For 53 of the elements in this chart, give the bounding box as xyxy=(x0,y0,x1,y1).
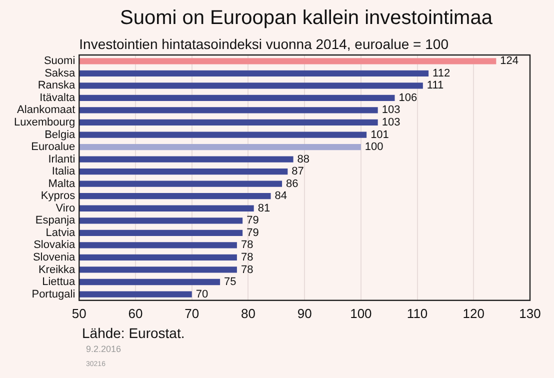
y-tick-label: Ranska xyxy=(38,80,76,92)
data-label: 78 xyxy=(240,239,254,252)
data-label: 87 xyxy=(292,166,304,178)
x-tick-label: 60 xyxy=(128,306,143,321)
text: 9.2.2016 xyxy=(86,344,122,354)
x-tick-label: 70 xyxy=(184,306,200,321)
y-tick-label: Euroalue xyxy=(31,141,76,154)
data-label: 88 xyxy=(297,153,310,166)
data-label: 106 xyxy=(398,92,418,104)
y-tick-label: Liettua xyxy=(42,276,76,288)
text: Lähde: Eurostat. xyxy=(82,325,185,341)
x-tick-label: 90 xyxy=(297,306,312,321)
data-label: 79 xyxy=(246,226,259,239)
y-tick-label: Saksa xyxy=(44,67,76,80)
data-label: 78 xyxy=(240,251,254,264)
y-tick-label: Belgia xyxy=(44,128,76,141)
y-tick-label: Slovenia xyxy=(32,251,76,264)
x-tick-label: 110 xyxy=(406,306,428,321)
data-label: 86 xyxy=(286,178,298,190)
x-tick-label: 50 xyxy=(72,306,86,321)
data-label: 111 xyxy=(426,80,444,92)
y-tick-label: Slovakia xyxy=(34,239,76,252)
x-tick-label: 80 xyxy=(240,306,256,321)
data-label: 81 xyxy=(258,202,270,214)
y-tick-label: Suomi xyxy=(44,55,76,68)
y-tick-label: Latvia xyxy=(46,226,76,239)
y-tick-label: Itävalta xyxy=(40,92,76,104)
y-tick-label: Irlanti xyxy=(48,153,76,166)
data-label: 79 xyxy=(246,214,259,227)
y-tick-label: Malta xyxy=(48,178,76,190)
x-tick-label: 100 xyxy=(350,306,372,321)
x-tick-label: 120 xyxy=(462,306,484,321)
data-label: 124 xyxy=(500,55,519,68)
data-label: 84 xyxy=(274,190,288,202)
chart-title: Suomi on Euroopan kallein investointimaa xyxy=(120,7,494,29)
data-label: 78 xyxy=(240,264,254,276)
y-tick-label: Alankomaat xyxy=(17,104,76,116)
chart-subtitle: Investointien hintatasoindeksi vuonna 2014, euroalue = 100 xyxy=(79,36,449,52)
y-tick-label: Portugali xyxy=(32,288,76,300)
y-tick-label: Kreikka xyxy=(38,264,76,276)
y-tick-label: Espanja xyxy=(35,214,76,227)
data-label: 100 xyxy=(364,141,384,154)
data-label: 75 xyxy=(224,276,236,288)
y-tick-label: Viro xyxy=(56,202,76,214)
data-label: 101 xyxy=(370,128,389,141)
y-tick-label: Kypros xyxy=(40,190,76,202)
y-tick-label: Luxembourg xyxy=(14,116,76,129)
data-label: 112 xyxy=(432,67,450,80)
y-tick-label: Italia xyxy=(52,166,76,178)
data-label: 70 xyxy=(196,288,208,300)
data-label: 103 xyxy=(382,104,400,116)
data-label: 103 xyxy=(382,116,400,129)
x-tick-label: 130 xyxy=(519,306,541,321)
